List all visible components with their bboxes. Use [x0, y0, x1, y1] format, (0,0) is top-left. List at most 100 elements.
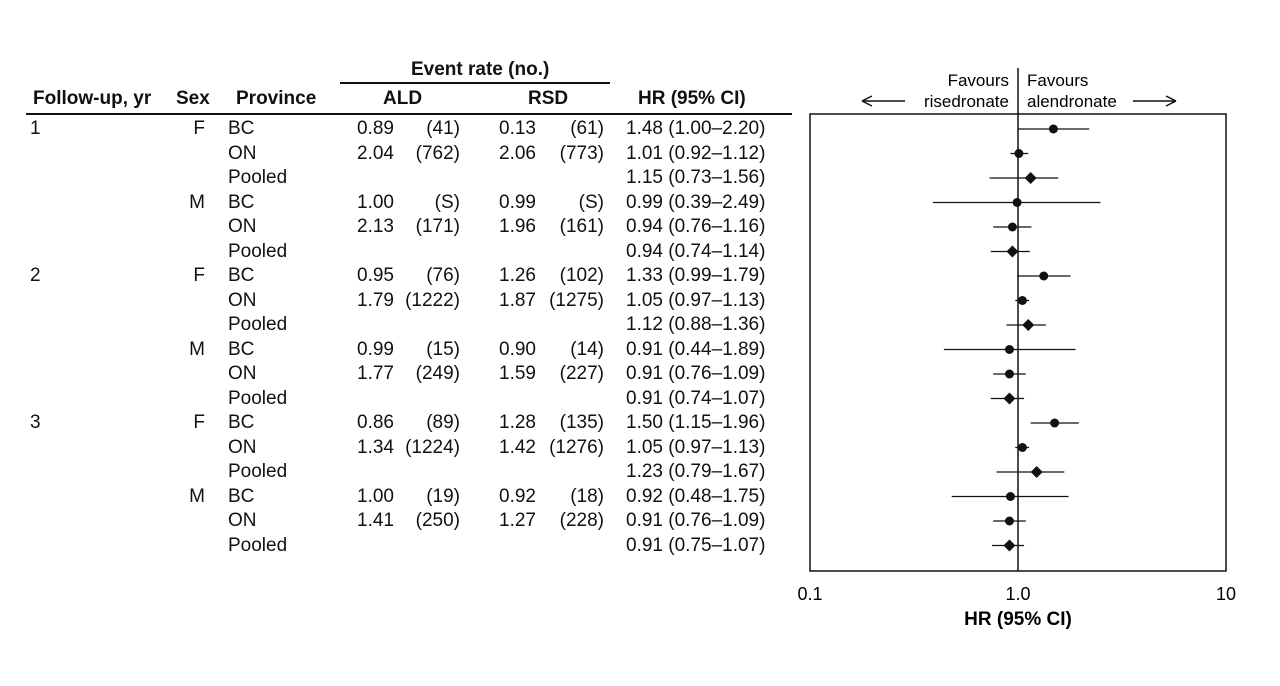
- hr-cell: 0.91 (0.44–1.89): [626, 338, 766, 360]
- rsd-count-cell: (S): [578, 191, 604, 213]
- hr-cell: 0.94 (0.74–1.14): [626, 240, 766, 262]
- hr-cell: 0.91 (0.74–1.07): [626, 387, 766, 409]
- ald-count-cell: (76): [426, 265, 460, 286]
- forest-row-14: [1015, 443, 1030, 452]
- hr-header: HR (95% CI): [638, 88, 746, 109]
- province-cell: ON: [228, 363, 257, 384]
- rsd-rate-cell: 2.06: [499, 142, 536, 164]
- favours-left-arrowhead: [861, 95, 873, 107]
- forest-row-9: [1006, 319, 1046, 331]
- sex-cell: M: [189, 485, 205, 507]
- ald-count-cell: (15): [426, 338, 460, 360]
- hr-estimate-point: [1050, 418, 1060, 428]
- ald-rate-cell: 1.00: [357, 191, 394, 213]
- province-cell: ON: [228, 436, 257, 458]
- followup-header: Follow-up, yr: [33, 88, 152, 109]
- province-cell: BC: [228, 485, 255, 507]
- followup-cell: 2: [30, 265, 41, 286]
- hr-estimate-point: [1017, 443, 1027, 452]
- forest-row-11: [993, 369, 1026, 379]
- favours-right-line2: alendronate: [1027, 92, 1117, 111]
- hr-cell: 1.05 (0.97–1.13): [626, 289, 766, 311]
- x-tick-label: 10: [1216, 584, 1236, 604]
- province-cell: Pooled: [228, 534, 288, 556]
- rsd-count-cell: (773): [559, 142, 604, 164]
- province-cell: BC: [228, 118, 255, 139]
- sex-cell: F: [193, 265, 205, 286]
- x-tick-label: 0.1: [797, 584, 822, 604]
- ald-rate-cell: 1.41: [357, 510, 394, 531]
- hr-cell: 0.94 (0.76–1.16): [626, 216, 766, 237]
- forest-row-17: [993, 516, 1026, 526]
- favours-left-line2: risedronate: [924, 92, 1009, 111]
- hr-cell: 1.05 (0.97–1.13): [626, 436, 766, 458]
- sex-header: Sex: [176, 88, 210, 109]
- rsd-count-cell: (135): [559, 412, 604, 433]
- forest-row-16: [951, 492, 1069, 501]
- forest-row-6: [990, 245, 1030, 258]
- ald-count-cell: (250): [415, 510, 460, 531]
- ald-rate-cell: 1.00: [357, 485, 394, 507]
- hr-estimate-point: [1005, 492, 1015, 501]
- sex-cell: F: [193, 412, 205, 433]
- ald-rate-cell: 2.04: [357, 142, 394, 164]
- rsd-header: RSD: [528, 88, 569, 109]
- forest-row-4: [932, 198, 1101, 207]
- province-cell: Pooled: [228, 387, 288, 409]
- forest-row-10: [943, 345, 1076, 354]
- forest-row-1: [1018, 124, 1090, 134]
- hr-estimate-point: [1004, 345, 1014, 354]
- hr-cell: 1.50 (1.15–1.96): [626, 412, 766, 433]
- rsd-rate-cell: 1.27: [499, 510, 536, 531]
- forest-row-7: [1017, 271, 1071, 281]
- rsd-count-cell: (1275): [549, 289, 604, 311]
- forest-row-13: [1030, 418, 1079, 428]
- hr-cell: 1.33 (0.99–1.79): [626, 265, 766, 286]
- x-axis-label: HR (95% CI): [964, 609, 1072, 630]
- rsd-rate-cell: 1.42: [499, 436, 536, 458]
- hr-cell: 1.23 (0.79–1.67): [626, 461, 766, 482]
- ald-count-cell: (249): [415, 363, 460, 384]
- ald-rate-cell: 0.89: [357, 118, 394, 139]
- province-cell: BC: [228, 412, 255, 433]
- ald-rate-cell: 2.13: [357, 216, 394, 237]
- rsd-rate-cell: 0.99: [499, 191, 536, 213]
- forest-row-8: [1015, 296, 1030, 305]
- hr-cell: 1.01 (0.92–1.12): [626, 142, 766, 164]
- forest-row-5: [993, 222, 1032, 232]
- ald-count-cell: (89): [426, 412, 460, 433]
- rsd-count-cell: (102): [559, 265, 604, 286]
- ald-count-cell: (171): [415, 216, 460, 237]
- province-cell: Pooled: [228, 461, 288, 482]
- rsd-count-cell: (61): [570, 118, 604, 139]
- ald-rate-cell: 0.99: [357, 338, 394, 360]
- province-cell: Pooled: [228, 314, 288, 335]
- pooled-estimate-diamond: [1022, 319, 1035, 331]
- pooled-estimate-diamond: [1003, 392, 1016, 405]
- rsd-rate-cell: 1.87: [499, 289, 536, 311]
- forest-row-2: [1010, 149, 1029, 158]
- ald-count-cell: (1222): [405, 289, 460, 311]
- province-cell: Pooled: [228, 240, 288, 262]
- province-cell: ON: [228, 216, 257, 237]
- ald-rate-cell: 0.86: [357, 412, 394, 433]
- hr-estimate-point: [1017, 296, 1027, 305]
- event-rate-rule: [340, 82, 610, 84]
- ald-count-cell: (41): [426, 118, 460, 139]
- favours-right-line1: Favours: [1027, 71, 1088, 90]
- hr-cell: 0.91 (0.76–1.09): [626, 510, 766, 531]
- rsd-rate-cell: 1.96: [499, 216, 536, 237]
- favours-right-arrowhead: [1165, 95, 1177, 107]
- forest-row-12: [990, 392, 1025, 405]
- hr-estimate-point: [1014, 149, 1024, 158]
- rsd-count-cell: (228): [559, 510, 604, 531]
- hr-cell: 0.91 (0.76–1.09): [626, 363, 766, 384]
- hr-estimate-point: [1004, 369, 1014, 379]
- hr-estimate-point: [1012, 198, 1022, 207]
- hr-cell: 1.15 (0.73–1.56): [626, 167, 766, 188]
- ald-rate-cell: 1.77: [357, 363, 394, 384]
- sex-cell: M: [189, 338, 205, 360]
- sex-cell: F: [193, 118, 205, 139]
- hr-estimate-point: [1039, 271, 1049, 281]
